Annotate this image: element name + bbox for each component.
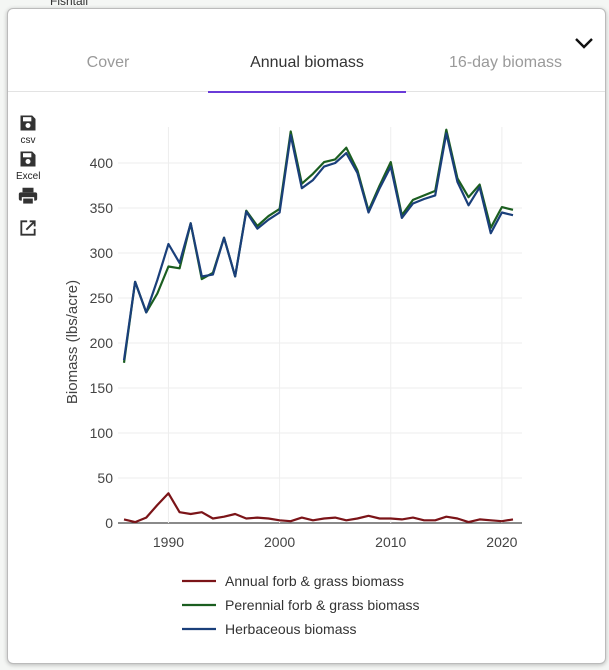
tab-annual-biomass[interactable]: Annual biomass <box>208 51 406 93</box>
tab-cover[interactable]: Cover <box>86 54 130 71</box>
y-tick-label: 0 <box>105 515 113 531</box>
y-tick-label: 400 <box>90 155 114 171</box>
y-tick-label: 50 <box>97 470 113 486</box>
open-in-new-icon <box>20 220 36 236</box>
download-csv-button[interactable]: csv <box>16 113 40 146</box>
y-tick-label: 300 <box>90 245 114 261</box>
csv-label: csv <box>20 135 36 146</box>
y-tick-label: 150 <box>90 380 114 396</box>
y-tick-label: 350 <box>90 200 114 216</box>
series-line-2 <box>122 132 514 361</box>
chevron-down-icon <box>575 38 593 49</box>
x-tick-label: 2020 <box>486 534 517 550</box>
x-tick-label: 1990 <box>153 534 184 550</box>
x-tick-label: 2010 <box>375 534 406 550</box>
y-tick-label: 200 <box>90 335 114 351</box>
y-axis-label: Biomass (lbs/acre) <box>64 280 81 404</box>
open-new-window-button[interactable] <box>16 218 40 243</box>
print-icon <box>18 187 38 205</box>
save-icon <box>20 115 36 131</box>
map-place-label: Fishtail <box>50 0 89 8</box>
collapse-button[interactable] <box>572 31 596 55</box>
series-line-0 <box>123 492 514 524</box>
download-excel-button[interactable]: Excel <box>16 149 40 182</box>
tab-16-day-biomass[interactable]: 16-day biomass <box>449 54 562 71</box>
x-tick-label: 2000 <box>264 534 295 550</box>
biomass-panel: Cover Annual biomass 16-day biomass csv … <box>7 8 606 664</box>
tab-bar: Cover Annual biomass 16-day biomass <box>8 51 605 93</box>
print-button[interactable] <box>16 185 40 212</box>
y-tick-label: 250 <box>90 290 114 306</box>
export-toolbar: csv Excel <box>16 113 40 246</box>
series-line-1 <box>122 128 514 363</box>
legend-label: Herbaceous biomass <box>225 621 357 637</box>
excel-label: Excel <box>16 171 41 182</box>
legend-label: Perennial forb & grass biomass <box>225 597 420 613</box>
save-icon <box>20 151 36 167</box>
legend-label: Annual forb & grass biomass <box>225 573 404 589</box>
y-tick-label: 100 <box>90 425 114 441</box>
